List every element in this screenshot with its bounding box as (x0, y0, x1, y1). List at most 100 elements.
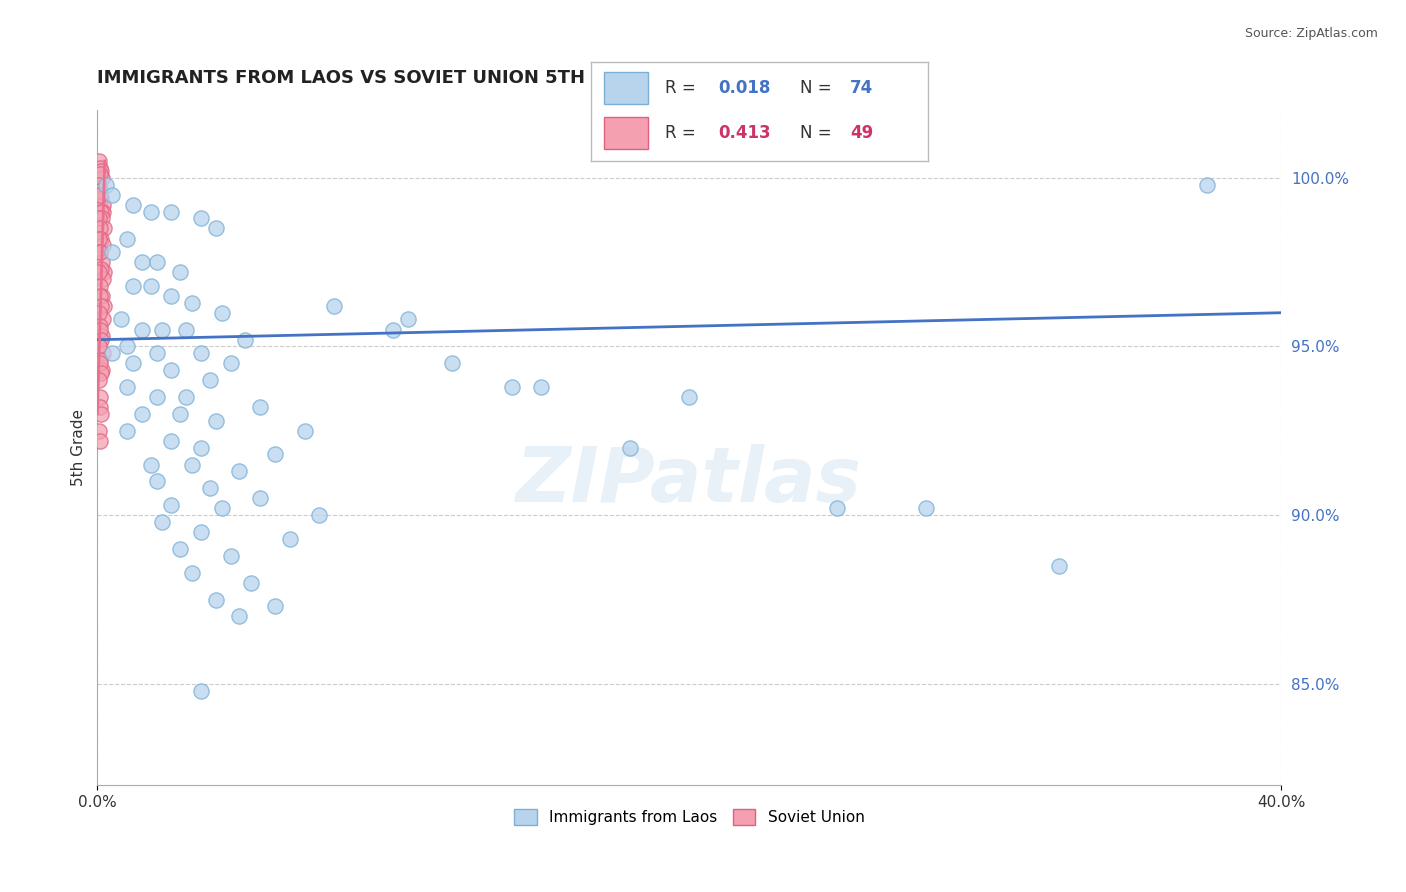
Bar (605, 72, 648, 103)
Point (89, 178, 111, 192)
Point (93, 221, 115, 235)
Point (121, 278, 143, 293)
Point (169, 407, 191, 421)
Point (501, 380, 523, 394)
Point (115, 380, 138, 394)
Point (198, 373, 221, 387)
Point (87, 153, 110, 168)
Point (211, 306, 233, 320)
Point (152, 323, 174, 337)
Point (96, 178, 118, 192)
Point (1197, 178, 1219, 192)
Point (90, 289, 112, 303)
Point (160, 289, 183, 303)
Point (93, 265, 115, 279)
Point (169, 541, 191, 556)
Point (174, 323, 197, 337)
Point (90, 407, 112, 421)
Point (89, 187, 111, 202)
Text: IMMIGRANTS FROM LAOS VS SOVIET UNION 5TH GRADE CORRELATION CHART: IMMIGRANTS FROM LAOS VS SOVIET UNION 5TH… (97, 69, 883, 87)
Point (530, 380, 553, 394)
Point (181, 295, 204, 310)
Point (89, 211, 111, 226)
Point (228, 464, 250, 478)
Point (190, 211, 212, 226)
Point (91, 238, 114, 252)
Point (278, 532, 301, 546)
Point (169, 265, 191, 279)
Point (145, 346, 167, 360)
Point (90, 164, 112, 178)
Point (91, 329, 114, 343)
Point (89, 319, 111, 334)
Text: ZIPatlas: ZIPatlas (516, 444, 862, 518)
Point (115, 424, 138, 438)
Point (249, 491, 271, 506)
Point (308, 508, 330, 523)
Point (204, 414, 226, 428)
Point (131, 407, 153, 421)
Point (204, 221, 226, 235)
Point (90, 363, 112, 377)
Text: N =: N = (800, 124, 837, 142)
Point (89, 339, 111, 353)
Point (90, 255, 112, 269)
Point (323, 299, 346, 313)
Point (89, 373, 111, 387)
Point (678, 390, 700, 404)
Point (294, 424, 316, 438)
Point (181, 458, 204, 472)
Point (139, 278, 162, 293)
Point (89, 353, 111, 368)
Point (160, 363, 183, 377)
Point (89, 278, 111, 293)
Point (87, 231, 110, 245)
Point (1047, 558, 1070, 573)
Point (174, 390, 197, 404)
Point (190, 441, 212, 455)
Point (190, 683, 212, 698)
Legend: Immigrants from Laos, Soviet Union: Immigrants from Laos, Soviet Union (508, 803, 870, 831)
Point (211, 501, 233, 516)
Point (249, 401, 271, 415)
Point (89, 245, 111, 260)
Point (204, 592, 226, 607)
Point (190, 346, 212, 360)
Point (131, 255, 153, 269)
Point (89, 323, 111, 337)
Point (441, 356, 464, 370)
Text: Source: ZipAtlas.com: Source: ZipAtlas.com (1244, 27, 1378, 40)
Point (101, 187, 124, 202)
Point (115, 339, 138, 353)
Point (228, 609, 250, 624)
Point (139, 204, 162, 219)
Point (160, 434, 183, 448)
Point (619, 441, 641, 455)
Point (90, 191, 112, 205)
Point (181, 566, 204, 580)
Point (139, 458, 162, 472)
Y-axis label: 5th Grade: 5th Grade (72, 409, 86, 486)
Point (915, 501, 938, 516)
Point (121, 356, 143, 370)
Point (264, 599, 287, 614)
Point (145, 475, 167, 489)
Point (396, 312, 419, 326)
Point (91, 211, 114, 226)
Point (382, 323, 405, 337)
Point (198, 481, 221, 495)
Point (90, 231, 112, 245)
Point (90, 204, 112, 219)
Point (91, 204, 114, 219)
Point (89, 356, 111, 370)
Bar (605, 118, 648, 149)
Point (93, 299, 115, 313)
Point (90, 261, 112, 276)
Text: 49: 49 (851, 124, 873, 142)
Point (131, 323, 153, 337)
Point (89, 168, 111, 182)
Point (89, 161, 111, 175)
Point (89, 265, 111, 279)
Point (145, 255, 167, 269)
Point (233, 333, 256, 347)
